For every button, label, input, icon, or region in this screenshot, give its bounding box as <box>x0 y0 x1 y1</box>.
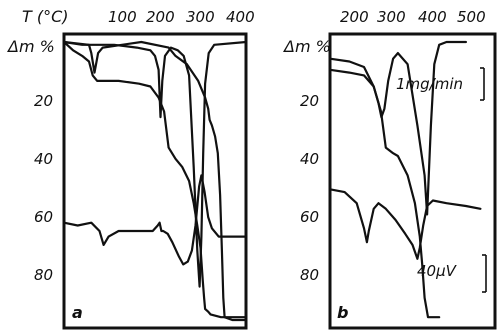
dta-annotation: 40μV <box>417 262 458 280</box>
panel-b-y-tick: 20 <box>300 92 319 110</box>
panel-a-curves <box>62 40 248 322</box>
panel-b-x-tick: 500 <box>457 8 486 26</box>
panel-b-x-tick: 400 <box>418 8 447 26</box>
panel-b-curve-1 <box>328 40 467 216</box>
panel-b-frame <box>328 32 497 330</box>
panel-a-curve-2 <box>62 40 248 319</box>
panel-b-y-tick: 40 <box>300 150 319 168</box>
panel-b-letter: b <box>337 303 348 322</box>
x-axis-label: T (°C) <box>22 7 69 26</box>
panel-a-curve-1 <box>62 40 248 322</box>
rate-annotation: 1mg/min <box>396 75 463 93</box>
panel-b-y-ticks: 20 40 60 80 <box>300 92 319 284</box>
panel-a-x-tick: 100 <box>108 8 137 26</box>
panel-a-curve-3 <box>62 40 248 288</box>
panel-a-y-ticks: 20 40 60 80 <box>34 92 53 284</box>
panel-a-y-axis-title: Δm % <box>6 37 55 56</box>
panel-b-x-ticks: 200 300 400 500 <box>340 8 486 26</box>
panel-b-curve-2 <box>328 68 441 319</box>
panel-a-y-tick: 80 <box>34 266 53 284</box>
panel-a-frame <box>62 32 248 330</box>
panel-a-x-tick: 300 <box>186 8 215 26</box>
panel-a-y-tick: 20 <box>34 92 53 110</box>
panel-b-x-tick: 200 <box>340 8 369 26</box>
panel-b-x-tick: 300 <box>377 8 406 26</box>
panel-b-curves <box>328 40 482 319</box>
panel-b-y-axis-title: Δm % <box>282 37 331 56</box>
panel-a-x-ticks: 100 200 300 400 <box>108 8 255 26</box>
rate-scale-bar <box>480 67 485 101</box>
panel-a-letter: a <box>72 303 83 322</box>
panel-a-x-tick: 400 <box>226 8 255 26</box>
panel-b-y-tick: 80 <box>300 266 319 284</box>
panel-b-curve-3 <box>328 188 482 260</box>
panel-a-curve-4 <box>62 174 248 266</box>
panel-a-x-tick: 200 <box>146 8 175 26</box>
dta-scale-bar <box>482 254 487 293</box>
panel-a-y-tick: 40 <box>34 150 53 168</box>
panel-a-y-tick: 60 <box>34 208 53 226</box>
panel-b-y-tick: 60 <box>300 208 319 226</box>
